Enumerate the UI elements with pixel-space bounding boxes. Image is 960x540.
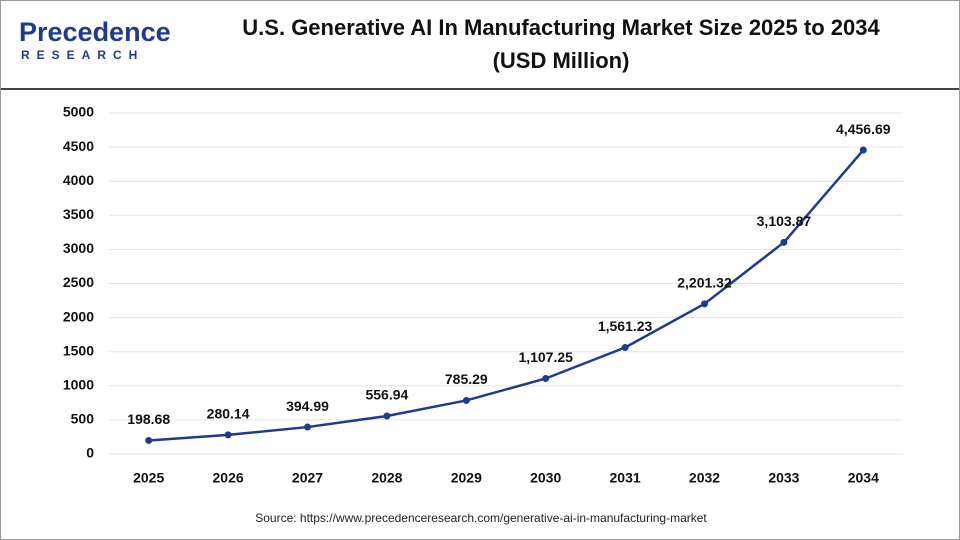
x-tick-label: 2034 bbox=[848, 470, 879, 486]
x-tick-label: 2027 bbox=[292, 470, 323, 486]
x-tick-label: 2029 bbox=[451, 470, 482, 486]
data-point bbox=[701, 300, 708, 308]
x-tick-label: 2026 bbox=[213, 470, 244, 486]
data-label: 3,103.87 bbox=[757, 213, 812, 229]
y-tick-label: 2500 bbox=[63, 274, 94, 290]
data-point bbox=[780, 238, 788, 246]
y-tick-label: 3000 bbox=[63, 240, 94, 256]
chart-title: U.S. Generative AI In Manufacturing Mark… bbox=[242, 15, 880, 73]
data-point bbox=[224, 431, 232, 439]
y-tick-label: 5000 bbox=[63, 104, 94, 120]
data-point bbox=[383, 412, 391, 420]
y-tick-label: 500 bbox=[71, 411, 95, 427]
header-separator bbox=[1, 88, 959, 90]
y-tick-label: 4000 bbox=[63, 172, 94, 188]
data-point bbox=[621, 344, 629, 352]
y-tick-label: 3500 bbox=[63, 206, 94, 222]
data-point bbox=[462, 396, 470, 404]
data-label: 1,561.23 bbox=[598, 318, 653, 334]
data-label: 198.68 bbox=[127, 411, 170, 427]
x-tick-label: 2032 bbox=[689, 470, 720, 486]
source: Source: https://www.precedenceresearch.c… bbox=[255, 511, 707, 525]
data-label: 394.99 bbox=[286, 398, 329, 414]
x-tick-label: 2033 bbox=[768, 470, 799, 486]
x-tick-label: 2031 bbox=[610, 470, 641, 486]
x-tick-label: 2028 bbox=[371, 470, 402, 486]
y-tick-label: 1000 bbox=[63, 377, 94, 393]
data-label: 556.94 bbox=[365, 387, 408, 403]
y-tick-label: 0 bbox=[86, 445, 94, 461]
data-label: 1,107.25 bbox=[518, 349, 573, 365]
data-label: 2,201.32 bbox=[677, 275, 732, 291]
data-point bbox=[542, 374, 550, 382]
data-label: 280.14 bbox=[207, 406, 250, 422]
logo-name: Precedence bbox=[19, 17, 171, 47]
data-point bbox=[145, 436, 153, 444]
x-tick-label: 2030 bbox=[530, 470, 561, 486]
y-tick-label: 1500 bbox=[63, 342, 94, 358]
data-label: 4,456.69 bbox=[836, 121, 891, 137]
data-label: 785.29 bbox=[445, 371, 488, 387]
x-tick-label: 2025 bbox=[133, 470, 164, 486]
data-point bbox=[304, 423, 311, 431]
y-tick-label: 2000 bbox=[63, 308, 94, 324]
y-tick-label: 4500 bbox=[63, 138, 94, 154]
data-point bbox=[859, 146, 867, 154]
series-line bbox=[148, 149, 865, 442]
logo-tagline: RESEARCH bbox=[21, 48, 145, 62]
